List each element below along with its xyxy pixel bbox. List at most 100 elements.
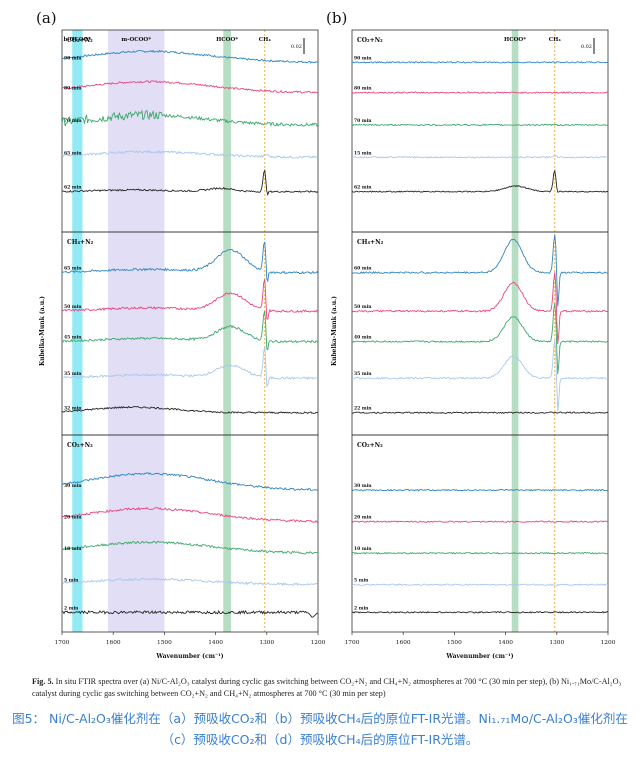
x-tick-label-a-1: 1600 bbox=[106, 640, 121, 646]
band-label-b-0: HCOO* bbox=[504, 37, 526, 43]
series-line-a-2-0 bbox=[61, 472, 319, 491]
x-tick-label-a-0: 1700 bbox=[55, 640, 70, 646]
series-line-a-2-4 bbox=[61, 609, 319, 618]
atmosphere-label-b-0: CO₂+N₂ bbox=[357, 37, 383, 44]
series-line-b-2-0 bbox=[351, 488, 608, 492]
panel-label-a: (a) bbox=[36, 9, 57, 27]
band-a-2 bbox=[223, 30, 231, 632]
series-line-b-0-0 bbox=[351, 61, 609, 64]
series-label-a-0-4: 62 min bbox=[64, 185, 82, 191]
series-label-b-0-1: 80 min bbox=[354, 86, 372, 92]
series-line-a-1-3 bbox=[61, 346, 319, 388]
series-label-b-1-3: 35 min bbox=[354, 371, 372, 377]
series-line-a-1-4 bbox=[61, 405, 319, 414]
series-line-b-0-3 bbox=[351, 154, 609, 159]
series-line-b-1-0 bbox=[351, 234, 608, 307]
series-line-b-2-3 bbox=[351, 583, 609, 587]
series-label-a-1-1: 50 min bbox=[64, 304, 82, 310]
series-label-a-0-1: 80 min bbox=[64, 86, 82, 92]
band-a-1 bbox=[108, 30, 165, 632]
x-tick-label-a-5: 1200 bbox=[311, 640, 326, 646]
x-tick-label-a-3: 1400 bbox=[208, 640, 223, 646]
section-frame-a-1 bbox=[61, 231, 319, 436]
series-line-a-1-2 bbox=[61, 310, 319, 351]
band-label-a-0: b-OCOO* bbox=[63, 37, 91, 43]
series-line-a-0-4 bbox=[61, 168, 319, 197]
series-label-a-1-2: 45 min bbox=[64, 335, 82, 341]
x-tick-label-b-1: 1600 bbox=[396, 640, 411, 646]
section-frame-b-2 bbox=[351, 434, 609, 633]
atmosphere-label-a-1: CH₄+N₂ bbox=[67, 239, 94, 246]
atmosphere-label-a-0: CO₂+N₂ bbox=[67, 37, 93, 44]
series-line-a-1-0 bbox=[61, 241, 319, 283]
series-label-b-0-4: 62 min bbox=[354, 185, 372, 191]
series-line-a-0-3 bbox=[61, 149, 319, 159]
band-a-0 bbox=[72, 30, 83, 632]
series-line-a-2-3 bbox=[61, 577, 319, 586]
series-label-a-2-0: 30 min bbox=[64, 483, 82, 489]
series-label-a-2-2: 10 min bbox=[64, 546, 82, 552]
series-line-b-2-2 bbox=[351, 551, 609, 555]
atmosphere-label-b-1: CH₄+N₂ bbox=[357, 239, 384, 246]
series-label-a-2-3: 5 min bbox=[64, 578, 79, 584]
series-label-a-0-0: 90 min bbox=[64, 55, 82, 61]
figure-caption: Fig. 5. In situ FTIR spectra over (a) Ni… bbox=[32, 676, 622, 700]
band-label-a-2: HCOO* bbox=[216, 37, 238, 43]
series-line-b-1-1 bbox=[351, 272, 609, 345]
x-tick-label-b-5: 1200 bbox=[601, 640, 616, 646]
series-label-a-1-4: 32 min bbox=[64, 406, 82, 412]
band-label-a-1: m-OCOO* bbox=[121, 37, 151, 43]
section-frame-b-0 bbox=[351, 29, 609, 233]
x-axis-label-a: Wavenumber (cm⁻¹) bbox=[155, 653, 223, 660]
series-label-b-2-2: 10 min bbox=[354, 546, 372, 552]
series-label-b-1-2: 40 min bbox=[354, 335, 372, 341]
series-label-b-2-3: 5 min bbox=[354, 578, 369, 584]
atmosphere-label-a-2: CO₂+N₂ bbox=[67, 442, 93, 449]
band-label-b-1: CH₄ bbox=[549, 37, 562, 43]
series-line-a-2-2 bbox=[61, 540, 319, 555]
series-label-a-0-3: 65 min bbox=[64, 150, 82, 156]
x-tick-label-b-2: 1500 bbox=[447, 640, 462, 646]
series-label-a-2-4: 2 min bbox=[64, 605, 79, 611]
series-line-a-0-2 bbox=[61, 109, 319, 128]
section-frame-a-2 bbox=[61, 434, 319, 633]
series-label-b-2-4: 2 min bbox=[354, 605, 369, 611]
series-line-b-1-4 bbox=[351, 411, 609, 414]
x-tick-label-b-0: 1700 bbox=[345, 640, 360, 646]
figure-caption-text: In situ FTIR spectra over (a) Ni/C-Al₂O₃… bbox=[32, 677, 622, 698]
series-line-a-0-0 bbox=[61, 49, 319, 64]
series-line-a-1-1 bbox=[61, 279, 319, 320]
y-axis-label-b: Kubelka-Munk (a.u.) bbox=[331, 296, 338, 366]
series-line-b-0-2 bbox=[351, 123, 609, 127]
series-label-b-2-1: 20 min bbox=[354, 515, 372, 521]
series-label-b-2-0: 30 min bbox=[354, 483, 372, 489]
x-axis-label-b: Wavenumber (cm⁻¹) bbox=[445, 653, 513, 660]
series-line-b-0-4 bbox=[351, 169, 609, 193]
series-label-a-2-1: 20 min bbox=[64, 515, 82, 521]
series-label-b-0-2: 70 min bbox=[354, 118, 372, 124]
series-line-a-0-1 bbox=[61, 80, 319, 94]
series-line-b-2-4 bbox=[351, 610, 609, 614]
figure-caption-prefix: Fig. 5. bbox=[32, 677, 54, 686]
series-line-b-1-3 bbox=[351, 340, 609, 412]
x-tick-label-b-3: 1400 bbox=[498, 640, 513, 646]
atmosphere-label-b-2: CO₂+N₂ bbox=[357, 442, 383, 449]
scale-bar-label-b: 0.02 bbox=[581, 44, 592, 50]
series-line-b-1-2 bbox=[351, 303, 609, 375]
series-label-a-0-2: 70 min bbox=[64, 118, 82, 124]
section-frame-b-1 bbox=[351, 231, 609, 436]
band-b-0 bbox=[511, 30, 519, 632]
panel-label-b: (b) bbox=[326, 9, 347, 27]
x-tick-label-b-4: 1300 bbox=[549, 640, 564, 646]
series-label-b-0-0: 90 min bbox=[354, 55, 372, 61]
ftir-figure: b-OCOO* m-OCOO* HCOO* CH₄ CO₂+N₂ 90 min 80 min… bbox=[36, 9, 616, 660]
band-label-a-3: CH₄ bbox=[259, 37, 272, 43]
series-line-b-0-1 bbox=[351, 91, 609, 94]
series-label-a-1-0: 65 min bbox=[64, 266, 82, 272]
series-label-b-1-0: 60 min bbox=[354, 266, 372, 272]
series-label-b-0-3: 15 min bbox=[354, 150, 372, 156]
series-line-b-2-1 bbox=[351, 520, 609, 523]
scale-bar-label-a: 0.02 bbox=[291, 44, 302, 50]
x-tick-label-a-2: 1500 bbox=[157, 640, 172, 646]
series-label-a-1-3: 35 min bbox=[64, 371, 82, 377]
